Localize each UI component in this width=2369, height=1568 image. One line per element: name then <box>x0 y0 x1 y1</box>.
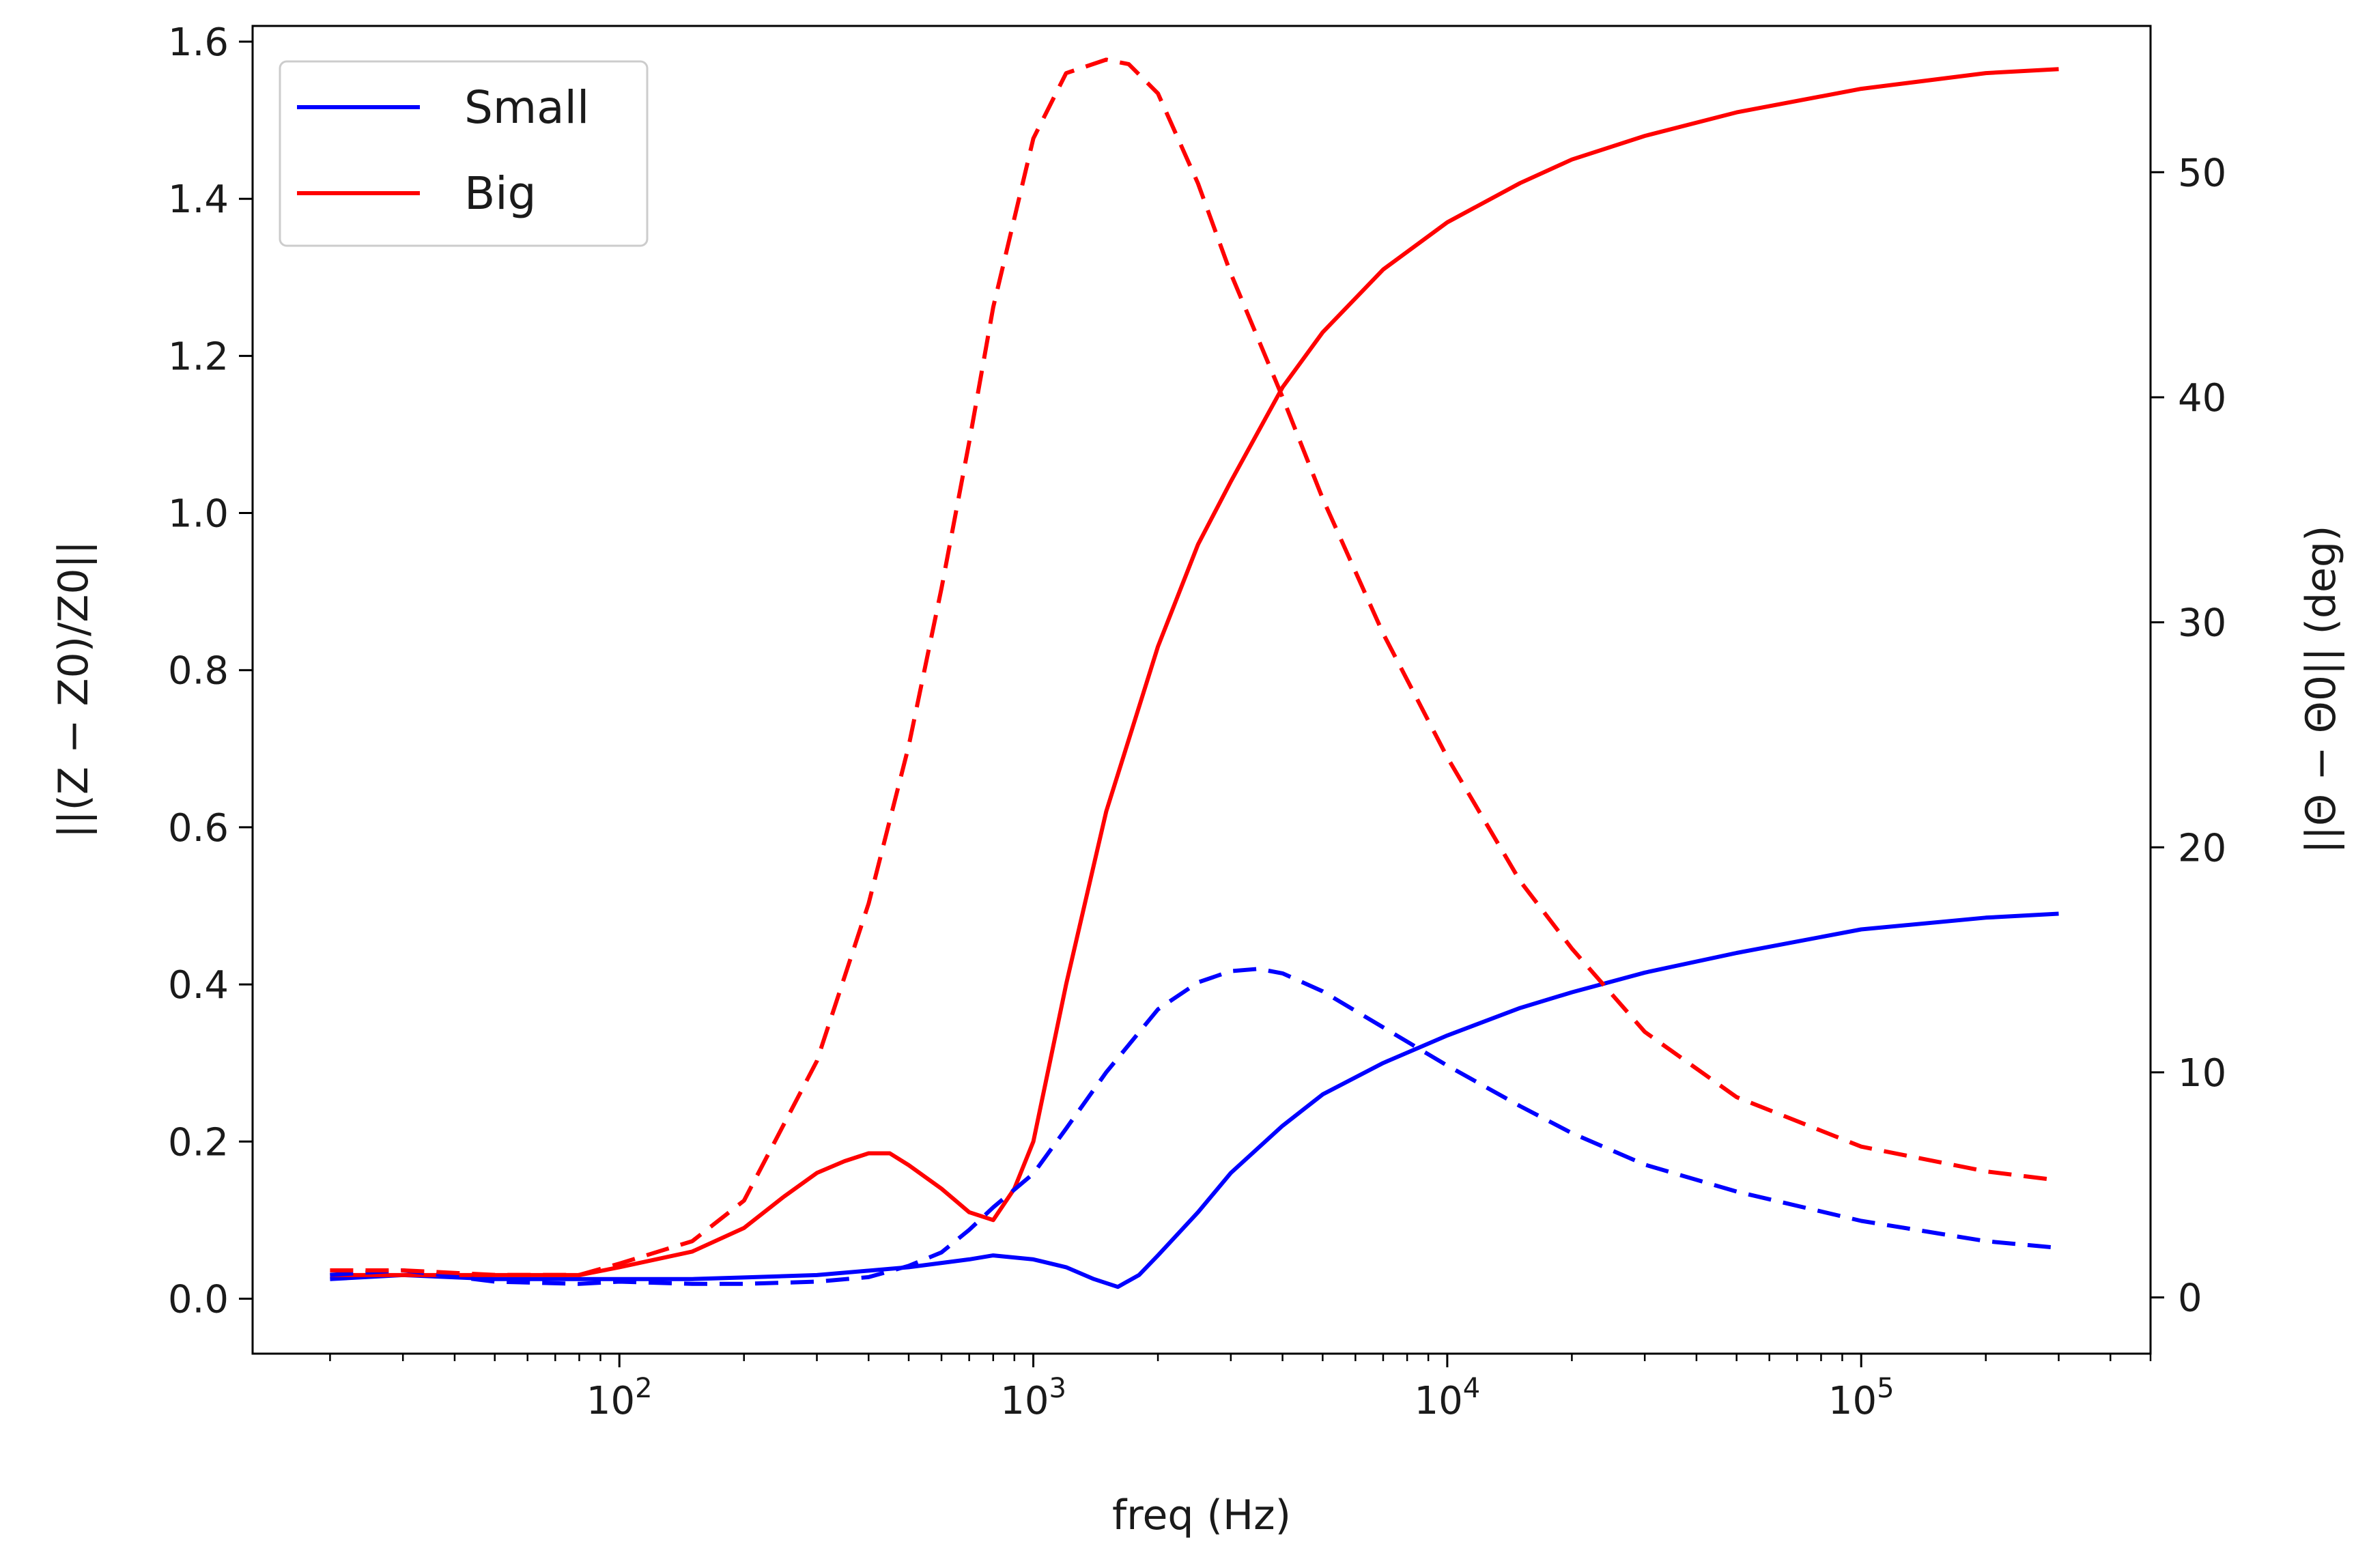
y-tick-label: 1.2 <box>168 334 229 379</box>
y-axis-ticks: 0.0 0.2 0.4 0.6 0.8 1.0 1.2 1.4 1.6 <box>168 20 253 1322</box>
plot-frame <box>251 25 2152 1355</box>
series-big-magnitude-line <box>330 67 2059 1277</box>
y2-tick-label: 20 <box>2178 826 2226 870</box>
y2-tick-label: 40 <box>2178 376 2226 420</box>
y-tick-label: 0.8 <box>168 649 229 694</box>
series-layer <box>330 57 2059 1289</box>
y2-tick-label: 50 <box>2178 151 2226 195</box>
legend: Small Big <box>279 60 649 247</box>
series-big-phase-line <box>330 57 2059 1277</box>
y2-tick-label: 0 <box>2178 1277 2202 1321</box>
y2-tick-label: 30 <box>2178 601 2226 646</box>
y-tick-label: 0.2 <box>168 1120 229 1165</box>
series-small-magnitude-line <box>330 911 2059 1289</box>
x-tick-label: 104 <box>1415 1373 1481 1423</box>
x-tick-label: 102 <box>586 1373 653 1423</box>
y-tick-label: 0.6 <box>168 806 229 851</box>
y-tick-label: 1.0 <box>168 492 229 537</box>
series-small-phase-line <box>330 967 2059 1286</box>
x-axis-ticks: 102 103 104 105 <box>329 1354 2152 1423</box>
legend-box <box>279 60 649 247</box>
x-tick-label: 103 <box>1000 1373 1066 1423</box>
legend-label-small: Small <box>464 81 589 134</box>
x-tick-label: 105 <box>1828 1373 1895 1423</box>
y2-tick-label: 10 <box>2178 1051 2226 1096</box>
legend-label-big: Big <box>464 167 537 220</box>
y2-axis-ticks: 0 10 20 30 40 50 <box>2151 151 2226 1321</box>
y-tick-label: 1.4 <box>168 177 229 222</box>
y-axis-label: ||(Z − Z0)/Z0|| <box>50 541 98 838</box>
y-tick-label: 0.0 <box>168 1277 229 1322</box>
y-tick-label: 1.6 <box>168 20 229 65</box>
y2-axis-label: ||Θ − Θ0|| (deg) <box>2297 526 2345 854</box>
x-axis-label: freq (Hz) <box>1112 1492 1291 1539</box>
y-tick-label: 0.4 <box>168 963 229 1008</box>
